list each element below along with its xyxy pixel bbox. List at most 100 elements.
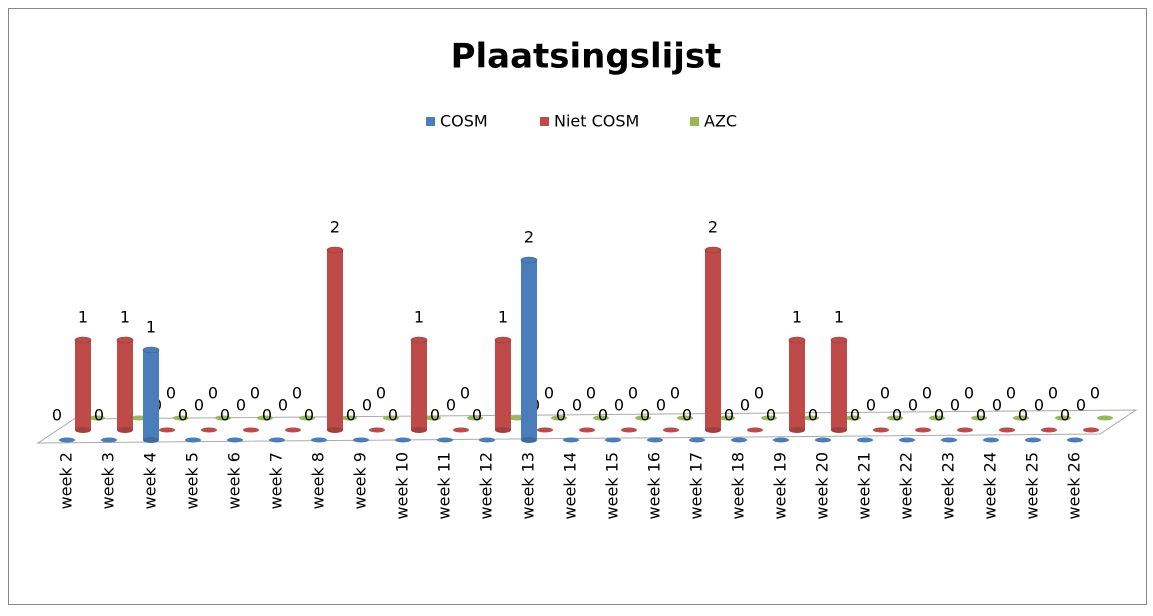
bar — [983, 437, 999, 443]
bar-top — [479, 437, 495, 443]
data-label: 0 — [278, 396, 288, 415]
bar-top — [89, 415, 105, 421]
bar — [1097, 415, 1113, 421]
bar-bottom — [75, 427, 91, 433]
bar-top — [410, 336, 428, 344]
data-label: 0 — [362, 396, 372, 415]
data-label: 0 — [194, 396, 204, 415]
x-tick-label: week 24 — [981, 452, 1000, 519]
bar-top — [551, 415, 567, 421]
bar-top — [311, 437, 327, 443]
bar — [803, 415, 819, 421]
data-label: 0 — [94, 406, 104, 425]
bar-bottom — [705, 427, 721, 433]
data-label: 0 — [614, 396, 624, 415]
x-tick-label: week 19 — [771, 452, 790, 519]
data-label: 0 — [766, 406, 776, 425]
bar — [215, 415, 231, 421]
legend-swatch — [540, 117, 549, 126]
bar — [326, 246, 344, 433]
bar-top — [773, 437, 789, 443]
bar-top — [957, 427, 973, 433]
bar-top — [173, 415, 189, 421]
x-tick-label: week 3 — [99, 452, 118, 509]
x-tick-label: week 11 — [435, 452, 454, 519]
bar — [437, 437, 453, 443]
bar-top — [1067, 437, 1083, 443]
bar-top — [971, 415, 987, 421]
bar-top — [1055, 415, 1071, 421]
bar — [815, 437, 831, 443]
bar-top — [74, 336, 92, 344]
bar-top — [915, 427, 931, 433]
bar-top — [929, 415, 945, 421]
bar-top — [845, 415, 861, 421]
bar-bottom — [411, 427, 427, 433]
bar-top — [185, 437, 201, 443]
bar — [719, 415, 735, 421]
data-label: 0 — [682, 406, 692, 425]
x-tick-label: week 18 — [729, 452, 748, 519]
bar-top — [999, 427, 1015, 433]
data-label: 0 — [304, 406, 314, 425]
bar — [299, 415, 315, 421]
bar — [227, 437, 243, 443]
bar-top — [285, 427, 301, 433]
x-tick-label: week 10 — [393, 452, 412, 519]
bar — [494, 336, 512, 433]
bar — [1041, 427, 1057, 433]
data-label: 0 — [166, 384, 176, 403]
bar — [635, 415, 651, 421]
data-label: 0 — [388, 406, 398, 425]
bar-top — [269, 437, 285, 443]
bar-top — [830, 336, 848, 344]
bar-top — [941, 437, 957, 443]
bar — [185, 437, 201, 443]
bar-top — [605, 437, 621, 443]
data-label: 1 — [792, 308, 802, 327]
legend-swatch — [690, 117, 699, 126]
data-label: 0 — [52, 406, 62, 425]
bar — [941, 437, 957, 443]
data-label: 0 — [992, 396, 1002, 415]
data-label: 1 — [498, 308, 508, 327]
data-label: 0 — [628, 384, 638, 403]
x-tick-label: week 25 — [1023, 452, 1042, 519]
bar-top — [116, 336, 134, 344]
bar-top — [857, 437, 873, 443]
bar-top — [227, 437, 243, 443]
bar — [425, 415, 441, 421]
bar-top — [299, 415, 315, 421]
bar — [74, 336, 92, 433]
bar — [173, 415, 189, 421]
bar — [159, 427, 175, 433]
data-label: 1 — [414, 308, 424, 327]
data-label: 0 — [1090, 384, 1100, 403]
bar — [410, 336, 428, 433]
bar-top — [873, 427, 889, 433]
bar — [873, 427, 889, 433]
bar-bottom — [143, 437, 159, 443]
data-label: 0 — [250, 384, 260, 403]
data-label: 0 — [1048, 384, 1058, 403]
data-label: 0 — [976, 406, 986, 425]
bar-top — [215, 415, 231, 421]
bar-top — [1013, 415, 1029, 421]
bar — [731, 437, 747, 443]
bar — [467, 415, 483, 421]
x-tick-label: week 13 — [519, 452, 538, 519]
x-tick-label: week 7 — [267, 452, 286, 509]
bar-top — [563, 437, 579, 443]
bar — [593, 415, 609, 421]
bar — [369, 427, 385, 433]
data-label: 0 — [220, 406, 230, 425]
bar — [537, 427, 553, 433]
bar — [605, 437, 621, 443]
bar-top — [704, 246, 722, 254]
bar — [1013, 415, 1029, 421]
bar — [1083, 427, 1099, 433]
bar-top — [453, 427, 469, 433]
bar-top — [1041, 427, 1057, 433]
bar-top — [383, 415, 399, 421]
data-label: 0 — [908, 396, 918, 415]
